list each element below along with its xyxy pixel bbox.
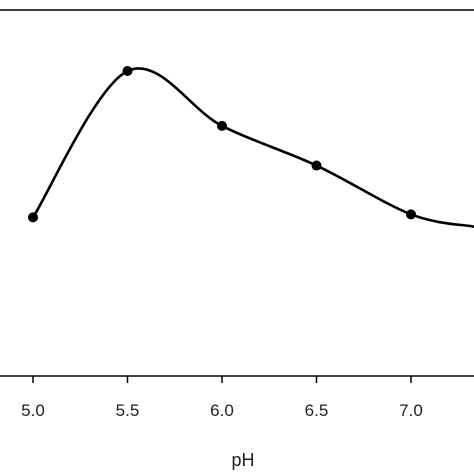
x-tick-label-0: 5.0 [21,401,45,420]
x-tick-label-1: 5.5 [116,401,140,420]
data-point-0 [28,212,38,223]
data-point-4 [406,209,416,220]
x-axis-title: pH [231,450,254,470]
x-axis-ticks [32,376,412,383]
x-tick-label-3: 6.5 [305,401,329,420]
x-tick-label-4: 7.0 [399,401,423,420]
data-point-3 [311,160,322,171]
x-axis-tick-labels: 5.0 5.5 6.0 6.5 7.0 [21,401,423,420]
series-line [31,67,474,228]
data-point-1 [122,66,133,76]
data-point-2 [217,120,227,131]
x-tick-label-2: 6.0 [210,401,234,420]
plot-frame [0,9,474,377]
series-markers [28,66,416,223]
